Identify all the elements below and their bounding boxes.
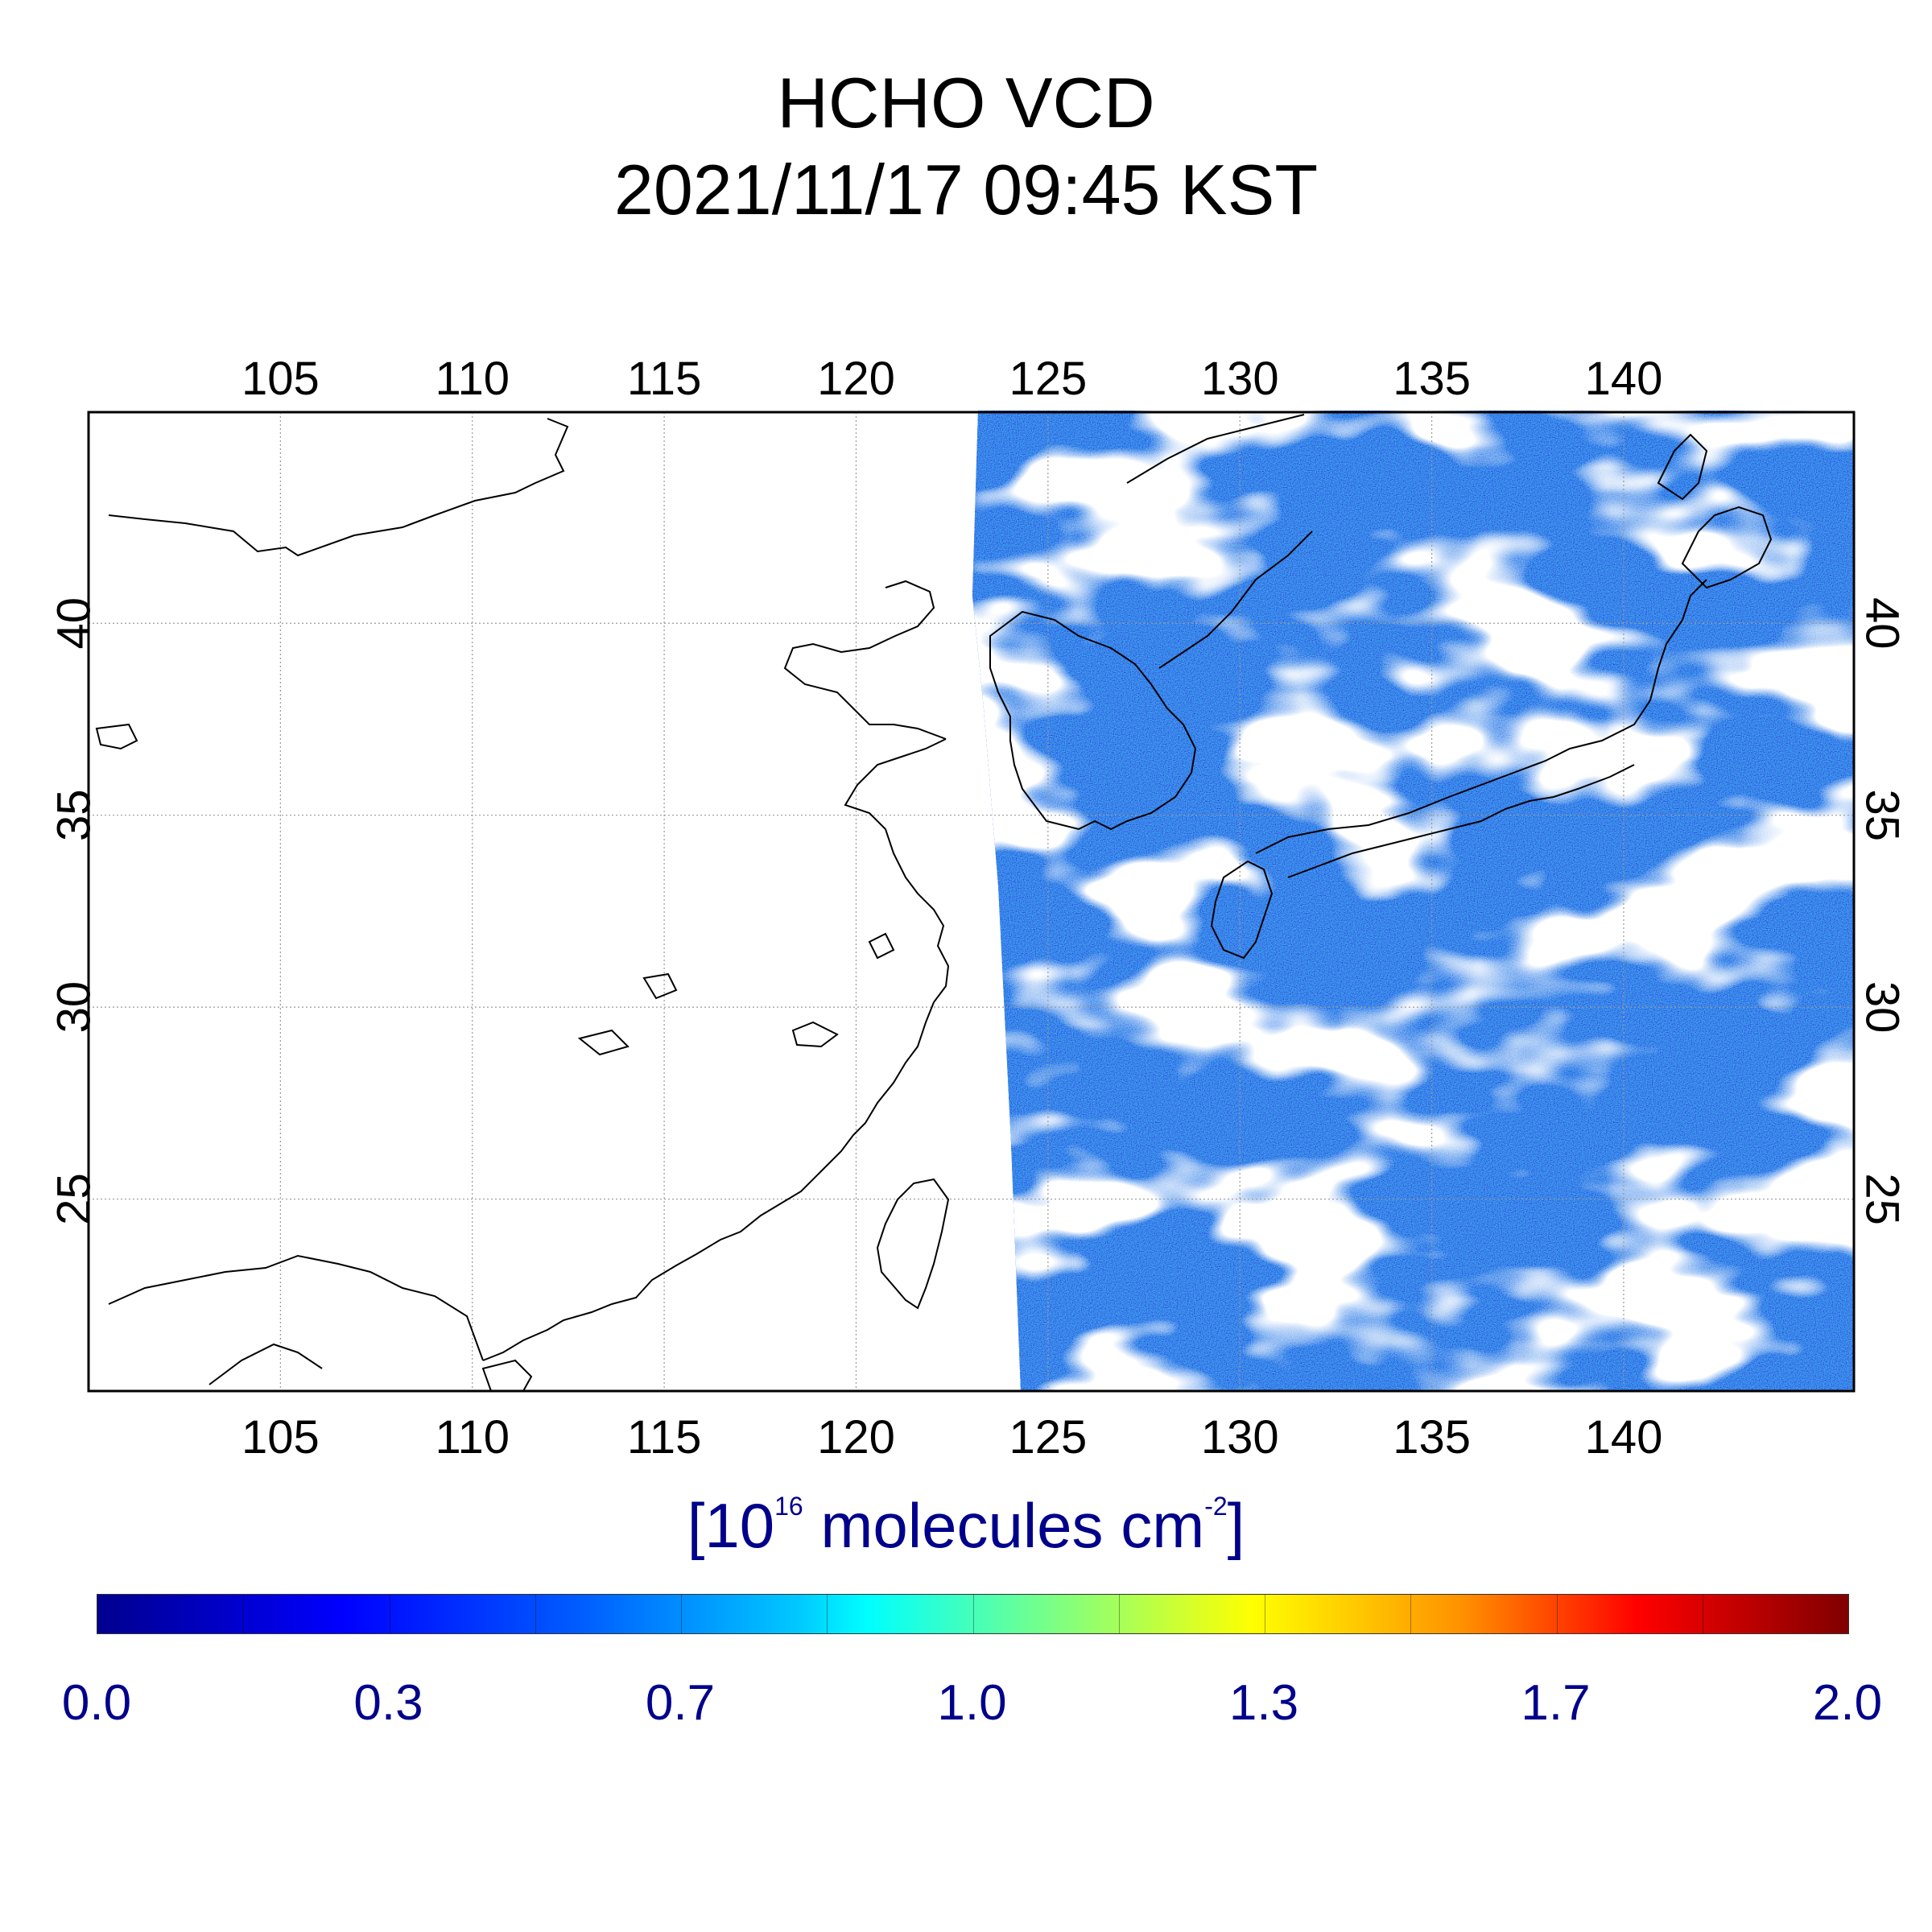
lon-tick-label: 140 [1585,1411,1663,1463]
lat-tick-label: 25 [48,1173,101,1225]
lat-tick-label: 35 [1856,789,1909,841]
colorbar-tick-label: 0.7 [645,1675,716,1731]
colorbar-tick-label: 1.0 [937,1675,1007,1731]
latitude-labels-right: 40 35 30 25 [1856,597,1909,1225]
lon-tick-label: 115 [627,353,701,405]
lon-tick-label: 120 [817,353,895,405]
lat-tick-label: 35 [48,789,101,841]
colorbar-tick-label: 1.7 [1521,1675,1591,1731]
latitude-labels-left: 40 35 30 25 [48,597,101,1225]
colorbar-tick [243,1595,245,1633]
colorbar-tick [827,1595,828,1633]
lon-tick-label: 135 [1393,1411,1471,1463]
colorbar [97,1594,1849,1634]
colorbar-tick-label: 0.0 [61,1675,132,1731]
lon-tick-label: 135 [1393,353,1471,405]
lon-tick-label: 120 [817,1411,895,1463]
lon-tick-label: 125 [1009,353,1087,405]
lon-tick-label: 110 [436,353,510,405]
lat-tick-label: 30 [48,981,101,1034]
hcho-data-layer [972,411,1854,1391]
colorbar-tick-label: 1.3 [1228,1675,1299,1731]
colorbar-tick [1556,1595,1558,1633]
graticule [89,412,1854,1391]
colorbar-tick [681,1595,682,1633]
colorbar-unit-label: [1016 molecules cm-2] [687,1490,1245,1561]
lon-tick-label: 115 [627,1411,701,1463]
lon-tick-label: 130 [1201,353,1279,405]
colorbar-tick [972,1595,974,1633]
lat-tick-label: 40 [48,597,101,650]
lon-tick-label: 125 [1009,1411,1087,1463]
colorbar-tick-label: 0.3 [353,1675,423,1731]
map-frame [87,411,1856,1393]
lat-tick-label: 30 [1856,981,1909,1034]
coastlines [95,414,1773,1391]
lon-tick-label: 110 [436,1411,510,1463]
lon-tick-label: 130 [1201,1411,1279,1463]
longitude-labels-bottom: 105 110 115 120 125 130 135 140 [242,1411,1662,1463]
longitude-labels-top: 105 110 115 120 125 130 135 140 [242,353,1662,405]
lon-tick-label: 105 [242,1411,320,1463]
colorbar-tick [535,1595,536,1633]
lon-tick-label: 105 [242,353,320,405]
lat-tick-label: 25 [1856,1173,1909,1225]
colorbar-tick-label: 2.0 [1812,1675,1883,1731]
map-title: HCHO VCD [777,63,1155,142]
lat-tick-label: 40 [1856,597,1909,650]
map-timestamp: 2021/11/17 09:45 KST [613,150,1319,229]
colorbar-tick [1118,1595,1120,1633]
lon-tick-label: 140 [1585,353,1663,405]
colorbar-tick [1410,1595,1412,1633]
